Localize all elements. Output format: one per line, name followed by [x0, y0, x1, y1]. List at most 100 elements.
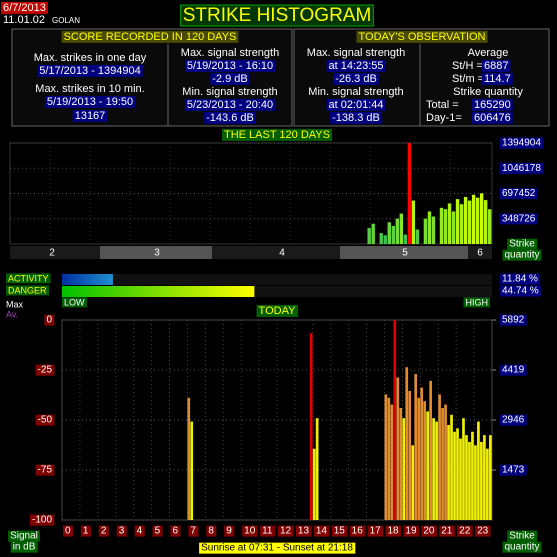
hour-label: 12	[280, 526, 292, 537]
y-tick-label: 348726	[502, 213, 536, 224]
bar	[408, 391, 412, 520]
version: 11.01.02	[3, 14, 45, 26]
label-box	[242, 525, 258, 537]
label-box	[98, 525, 109, 537]
danger-track	[62, 286, 492, 297]
value: 5/23/2013 - 20:40	[187, 99, 273, 111]
bar	[477, 421, 480, 520]
label-box	[37, 64, 143, 77]
chart-title: THE LAST 120 DAYS	[224, 129, 330, 141]
bar	[435, 421, 438, 520]
bar	[402, 418, 406, 520]
hour-label: 1	[83, 526, 89, 537]
label-box	[326, 59, 386, 72]
day-bar	[447, 203, 452, 244]
bar	[426, 411, 429, 520]
label-box	[29, 514, 55, 526]
label-box	[403, 525, 419, 537]
label-box	[256, 304, 299, 317]
axis-label: quantity	[504, 250, 539, 261]
label: Min. signal strength	[182, 86, 277, 98]
gauge-value: 11.84 %	[502, 274, 538, 285]
y-tick-label: 1046178	[502, 163, 541, 174]
label-box	[457, 525, 473, 537]
hour-label: 16	[352, 526, 364, 537]
bar	[459, 438, 462, 520]
bar	[447, 424, 450, 520]
axis-label: Signal	[10, 531, 38, 542]
label-box	[472, 111, 513, 124]
bar	[384, 394, 388, 520]
label-box	[333, 72, 379, 85]
hour-label: 23	[477, 526, 489, 537]
sun-times: Sunrise at 07:31 - Sunset at 21:18	[201, 543, 353, 554]
bar	[432, 418, 435, 520]
label-box	[206, 525, 217, 537]
value: -26.3 dB	[335, 73, 377, 85]
day-bar	[423, 218, 428, 244]
label: Average	[468, 47, 509, 59]
hour-label: 7	[190, 526, 196, 537]
day-bar	[387, 222, 391, 244]
value: 5/19/2013 - 19:50	[47, 96, 133, 108]
day-bar	[443, 209, 448, 244]
bar	[483, 435, 486, 520]
value: 114.7	[484, 73, 511, 85]
bar	[315, 418, 319, 520]
day-bar	[479, 193, 484, 244]
label-box	[502, 541, 542, 553]
label-box	[295, 525, 312, 537]
hour-label: 9	[226, 526, 232, 537]
month-label: 3	[154, 248, 160, 259]
hour-label: 8	[208, 526, 214, 537]
label-box	[72, 109, 108, 122]
label-box	[313, 525, 330, 537]
bar	[453, 431, 456, 520]
section-title: TODAY'S OBSERVATION	[359, 31, 486, 43]
label-box	[500, 188, 538, 200]
day-bar	[463, 196, 468, 244]
day-bar	[367, 228, 371, 244]
day-bar	[459, 204, 464, 244]
label: Min. signal strength	[308, 86, 403, 98]
label-box	[385, 525, 402, 537]
hour-label: 4	[137, 526, 143, 537]
label: Max. strikes in 10 min.	[35, 83, 144, 95]
axis-label: in dB	[13, 542, 36, 553]
hour-label: 11	[262, 526, 273, 537]
label-box	[507, 530, 538, 542]
bar	[450, 414, 453, 520]
day-bar	[439, 207, 444, 244]
danger-bar	[62, 286, 255, 297]
gauge-value: 44.74 %	[502, 286, 539, 297]
value: 5/19/2013 - 16:10	[187, 60, 273, 72]
label-box	[500, 314, 527, 326]
label-box	[367, 525, 384, 537]
label-box	[330, 111, 382, 124]
hour-label: 17	[370, 526, 382, 537]
scale-label: HIGH	[466, 297, 489, 307]
label-box	[278, 525, 294, 537]
label-box	[35, 464, 55, 476]
month-label: 6	[477, 248, 483, 259]
month-band	[212, 246, 340, 259]
bar	[396, 377, 400, 520]
label-box	[500, 464, 527, 476]
hour-label: 20	[423, 526, 435, 537]
hour-label: 5	[155, 526, 161, 537]
value: 5/17/2013 - 1394904	[39, 65, 141, 77]
label-box	[35, 364, 55, 376]
y-tick-label: 1394904	[502, 138, 541, 149]
bar	[465, 435, 468, 520]
hour-label: 18	[388, 526, 400, 537]
gauge-label: DANGER	[8, 285, 47, 295]
value: 165290	[474, 99, 511, 111]
y-tick-label: 697452	[502, 188, 536, 199]
day-bar	[427, 211, 432, 244]
section-title: SCORE RECORDED IN 120 DAYS	[64, 31, 237, 43]
label-box	[134, 525, 145, 537]
label-box	[482, 59, 511, 72]
label-box	[472, 98, 513, 111]
label-box	[222, 128, 332, 141]
label-box	[184, 98, 276, 111]
